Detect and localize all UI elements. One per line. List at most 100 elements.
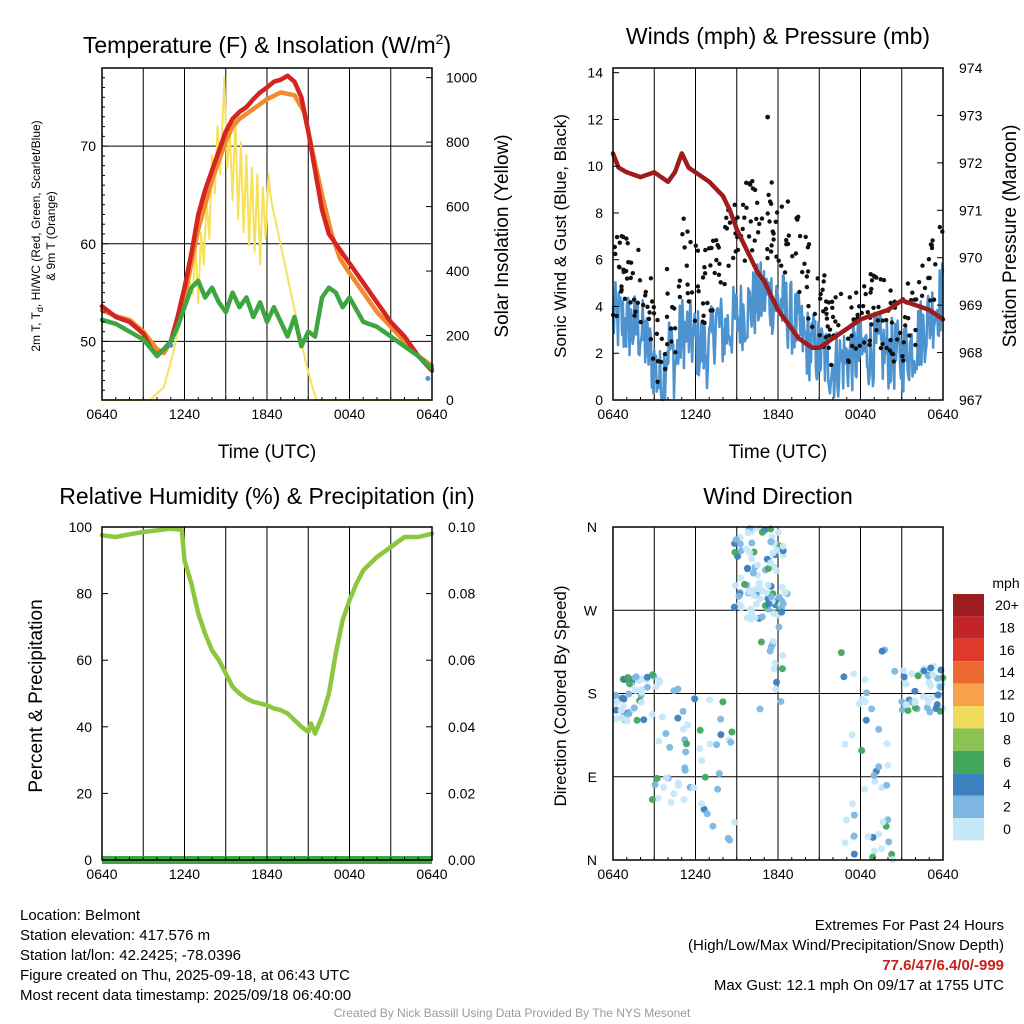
direction-point (778, 608, 786, 616)
legend-label: 20+ (995, 597, 1019, 613)
gust-point (624, 276, 630, 281)
winds-y2-tick: 973 (959, 107, 983, 123)
gust-point (825, 324, 830, 329)
winds-x-tick: 1840 (762, 406, 793, 422)
direction-point (757, 638, 765, 646)
gust-point (804, 284, 810, 290)
direction-point (683, 740, 690, 748)
legend-swatch (953, 728, 984, 751)
direction-point (756, 705, 764, 713)
direction-point (649, 671, 657, 679)
direction-point (875, 725, 883, 733)
gust-point (829, 362, 834, 368)
gust-point (643, 289, 648, 295)
direction-point (696, 745, 704, 753)
gust-point (793, 251, 799, 256)
gust-point (648, 276, 654, 281)
humidity-y2-tick: 0.02 (448, 785, 475, 801)
direction-point (863, 689, 871, 697)
humidity-y-tick: 0 (84, 852, 92, 868)
direction-point (727, 738, 735, 746)
gust-point (643, 293, 648, 298)
humidity-x-tick: 0640 (86, 866, 117, 882)
humidity-title: Relative Humidity (%) & Precipitation (i… (59, 483, 474, 509)
gust-point (651, 305, 656, 310)
humidity-y-tick: 100 (69, 519, 93, 535)
direction-point (638, 688, 646, 696)
gust-point (933, 262, 938, 267)
direction-point (748, 555, 756, 563)
gust-point (617, 265, 622, 270)
direction-y-tick: N (587, 519, 597, 535)
direction-point (778, 665, 786, 673)
gust-point (732, 202, 737, 207)
credit-line: Created By Nick Bassill Using Data Provi… (333, 1006, 691, 1020)
gust-point (827, 333, 832, 338)
direction-point (715, 770, 723, 778)
direction-point (908, 670, 916, 678)
humidity-grid (142, 527, 392, 860)
direction-point (902, 701, 910, 709)
direction-point (875, 763, 883, 771)
direction-point (682, 748, 690, 756)
direction-title: Wind Direction (703, 483, 853, 509)
gust-point (836, 323, 841, 328)
direction-point (870, 847, 878, 855)
winds-series (610, 114, 946, 402)
station-location: Location: Belmont (20, 907, 141, 924)
gust-point (742, 215, 747, 220)
humidity-x-tick: 0640 (416, 866, 447, 882)
gust-point (702, 271, 708, 276)
direction-point (648, 710, 656, 718)
direction-point (771, 659, 779, 667)
direction-point (879, 818, 887, 826)
direction-y-tick: N (587, 852, 597, 868)
gust-point (784, 238, 789, 243)
gust-point (655, 317, 660, 323)
winds-y2-tick: 974 (959, 60, 983, 76)
legend-swatch (953, 706, 984, 729)
gust-point (649, 299, 655, 304)
direction-point (870, 772, 878, 779)
gust-point (765, 211, 770, 216)
direction-point (714, 785, 722, 793)
direction-point (703, 810, 711, 818)
direction-point (861, 698, 869, 706)
direction-grid (613, 527, 943, 860)
direction-point (709, 822, 717, 830)
direction-point (861, 676, 869, 684)
winds-x-tick: 1240 (680, 406, 711, 422)
legend-swatch (953, 616, 984, 639)
gust-point (714, 257, 719, 263)
direction-point (630, 704, 638, 712)
gust-point (833, 319, 838, 324)
gust-point (622, 296, 628, 301)
direction-point (927, 682, 935, 690)
windchill-mark (425, 376, 431, 382)
direction-point (754, 561, 761, 569)
gust-point (613, 251, 618, 257)
gust-point (633, 309, 638, 314)
temperature-x-tick: 0640 (416, 406, 447, 422)
gust-point (754, 216, 759, 222)
temperature-y-label-line2: & 9m T (Orange) (44, 191, 58, 281)
gust-point (859, 310, 864, 316)
gust-point (703, 247, 708, 253)
direction-x-tick: 0640 (927, 866, 958, 882)
winds-y2-tick: 972 (959, 155, 983, 171)
gust-point (771, 237, 776, 242)
gust-point (722, 281, 727, 287)
winds-y-tick: 8 (595, 205, 603, 221)
direction-point (619, 702, 627, 710)
gust-point (617, 240, 622, 245)
winds-panel: Winds (mph) & Pressure (mb) 0640 1240 1840… (551, 23, 1021, 463)
gust-point (815, 276, 820, 281)
gust-point (910, 290, 915, 295)
gust-point (861, 340, 867, 345)
direction-point (848, 731, 856, 739)
gust-point (895, 337, 900, 342)
gust-point (685, 282, 690, 287)
direction-point (748, 539, 756, 547)
direction-point (684, 721, 692, 729)
gust-point (927, 275, 932, 281)
